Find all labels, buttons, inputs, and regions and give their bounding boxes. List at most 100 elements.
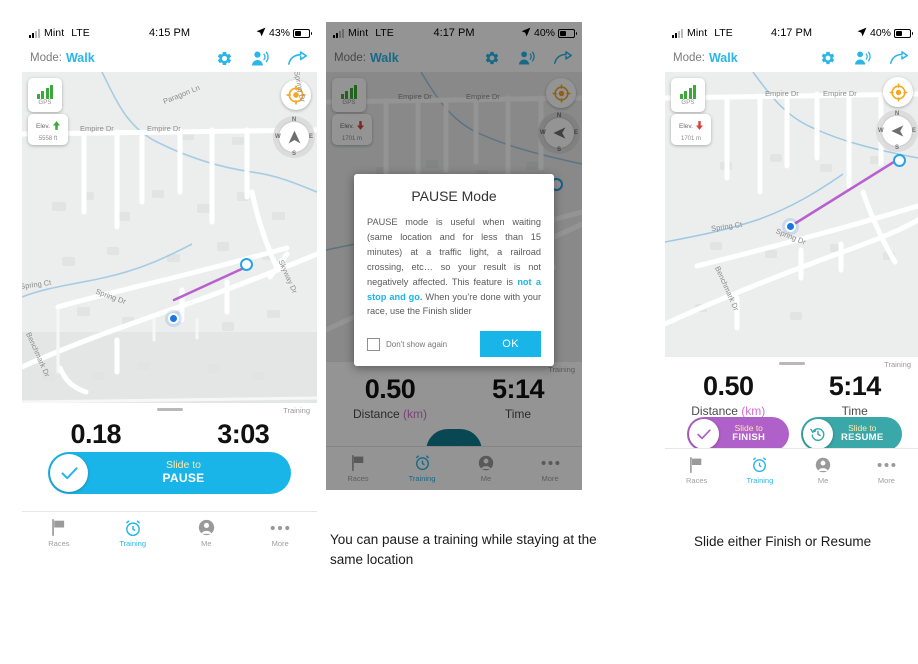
map-view-3[interactable]: GPS Elev. 1701 m xyxy=(665,72,918,357)
gear-icon[interactable] xyxy=(216,50,233,67)
elevation-widget: Elev. 1701 m xyxy=(332,114,372,145)
map-base-graphics xyxy=(22,72,317,403)
mode-value[interactable]: Walk xyxy=(369,51,399,65)
tab-bar-1: Races Training Me xyxy=(22,511,317,559)
gps-status-widget: GPS xyxy=(332,78,366,112)
compass-widget[interactable]: N S W E xyxy=(876,110,918,152)
caption-3: Slide either Finish or Resume xyxy=(694,534,872,549)
tab-more[interactable]: More xyxy=(518,447,582,490)
phone-screenshot-1: Mint LTE 4:15 PM 43% Mode: Walk xyxy=(22,22,317,559)
person-icon xyxy=(454,453,518,472)
history-clock-icon xyxy=(809,428,824,442)
current-position-marker xyxy=(785,221,796,232)
compass-n: N xyxy=(291,117,297,123)
dialog-ok-button[interactable]: OK xyxy=(480,331,541,358)
phone-screenshot-3: Mint LTE 4:17 PM 40% Mode: Walk xyxy=(665,22,918,492)
dont-show-again-checkbox[interactable]: Don't show again xyxy=(367,337,447,351)
recenter-location-button[interactable] xyxy=(546,78,576,108)
tab-more[interactable]: More xyxy=(243,512,317,559)
recenter-location-button[interactable] xyxy=(281,80,311,110)
sheet-grabber-handle[interactable] xyxy=(156,408,183,411)
mode-bar-3: Mode: Walk xyxy=(665,44,918,72)
map-view-1[interactable]: GPS Elev. 5558 ft xyxy=(22,72,317,403)
phone-screenshot-2: Mint LTE 4:17 PM 40% Mode: Walk xyxy=(326,22,582,490)
tab-me[interactable]: Me xyxy=(792,449,855,492)
tab-races[interactable]: Races xyxy=(22,512,96,559)
tab-label: Me xyxy=(201,539,212,548)
tab-training[interactable]: Training xyxy=(728,449,791,492)
tab-more[interactable]: More xyxy=(855,449,918,492)
broadcast-person-icon[interactable] xyxy=(251,50,270,67)
gear-icon[interactable] xyxy=(484,50,500,66)
tab-me[interactable]: Me xyxy=(454,447,518,490)
compass-widget[interactable]: N S W E xyxy=(273,116,315,158)
checkbox-box-icon[interactable] xyxy=(367,337,380,351)
network-type: LTE xyxy=(375,27,394,39)
compass-needle-icon xyxy=(891,125,904,137)
battery-icon xyxy=(558,28,577,38)
status-bar-3: Mint LTE 4:17 PM 40% xyxy=(665,22,918,44)
recenter-location-button[interactable] xyxy=(883,77,913,107)
stat-distance: 0.50 Distance (km) xyxy=(665,371,792,418)
elevation-label: Elev. xyxy=(679,122,693,130)
tab-bar-2: Races Training Me xyxy=(326,446,582,490)
tab-label: Me xyxy=(817,476,829,485)
elevation-label: Elev. xyxy=(340,122,354,130)
tab-label: Me xyxy=(480,474,492,483)
carrier-name: Mint xyxy=(44,27,65,39)
compass-needle-icon xyxy=(288,130,300,143)
compass-e: E xyxy=(573,130,578,136)
locate-target-icon xyxy=(551,83,571,103)
stat-time: 5:14 Time xyxy=(792,371,918,418)
slide-to-resume-slider[interactable]: Slide to RESUME xyxy=(800,417,902,451)
person-icon xyxy=(792,455,855,474)
tab-me[interactable]: Me xyxy=(170,512,244,559)
cellular-signal-icon xyxy=(333,28,344,38)
alarm-clock-icon xyxy=(96,518,170,537)
tab-label: Training xyxy=(119,539,147,548)
broadcast-person-icon[interactable] xyxy=(518,50,536,66)
compass-e: E xyxy=(308,134,313,140)
distance-unit: (km) xyxy=(403,407,428,421)
check-icon xyxy=(61,466,77,479)
share-arrow-icon[interactable] xyxy=(288,50,307,66)
battery-percent: 40% xyxy=(869,27,891,39)
slide-to-finish-slider[interactable]: Slide to FINISH xyxy=(687,417,789,451)
elevation-widget: Elev. 1701 m xyxy=(671,114,711,145)
share-arrow-icon[interactable] xyxy=(890,51,908,65)
tab-label: Races xyxy=(48,539,70,548)
mode-value[interactable]: Walk xyxy=(708,51,738,65)
slider-knob-handle[interactable] xyxy=(50,454,88,492)
mode-value[interactable]: Walk xyxy=(65,51,95,65)
compass-widget[interactable]: N S W E xyxy=(538,112,580,154)
gps-signal-icon xyxy=(340,84,358,99)
dialog-body-part-1: PAUSE mode is useful when waiting (same … xyxy=(367,217,541,287)
tab-races[interactable]: Races xyxy=(665,449,728,492)
locate-target-icon xyxy=(888,82,908,102)
stat-distance: 0.50 Distance (km) xyxy=(326,374,454,421)
current-position-marker xyxy=(168,313,179,324)
time-value: 3:03 xyxy=(217,419,270,449)
tab-training[interactable]: Training xyxy=(96,512,170,559)
tab-label: More xyxy=(271,539,289,548)
slider-knob-handle[interactable] xyxy=(802,419,833,449)
distance-label-text: Distance xyxy=(691,404,738,418)
time-label: Time xyxy=(841,404,868,418)
distance-value: 0.50 xyxy=(702,371,754,401)
slider-knob-handle[interactable] xyxy=(689,419,719,449)
gps-label: GPS xyxy=(342,99,356,106)
sheet-grabber-handle[interactable] xyxy=(778,362,805,365)
compass-e: E xyxy=(911,128,916,134)
slide-to-pause-slider[interactable]: Slide to PAUSE xyxy=(48,452,291,494)
slider-top-label: Slide to xyxy=(165,459,202,472)
tab-races[interactable]: Races xyxy=(326,447,390,490)
broadcast-person-icon[interactable] xyxy=(854,50,872,66)
tab-label: Training xyxy=(746,476,774,485)
share-arrow-icon[interactable] xyxy=(554,51,572,65)
mode-label: Mode: xyxy=(334,52,366,64)
tab-training[interactable]: Training xyxy=(390,447,454,490)
gear-icon[interactable] xyxy=(820,50,836,66)
compass-s: S xyxy=(291,151,297,157)
compass-s: S xyxy=(894,145,900,151)
ellipsis-icon xyxy=(855,455,918,474)
